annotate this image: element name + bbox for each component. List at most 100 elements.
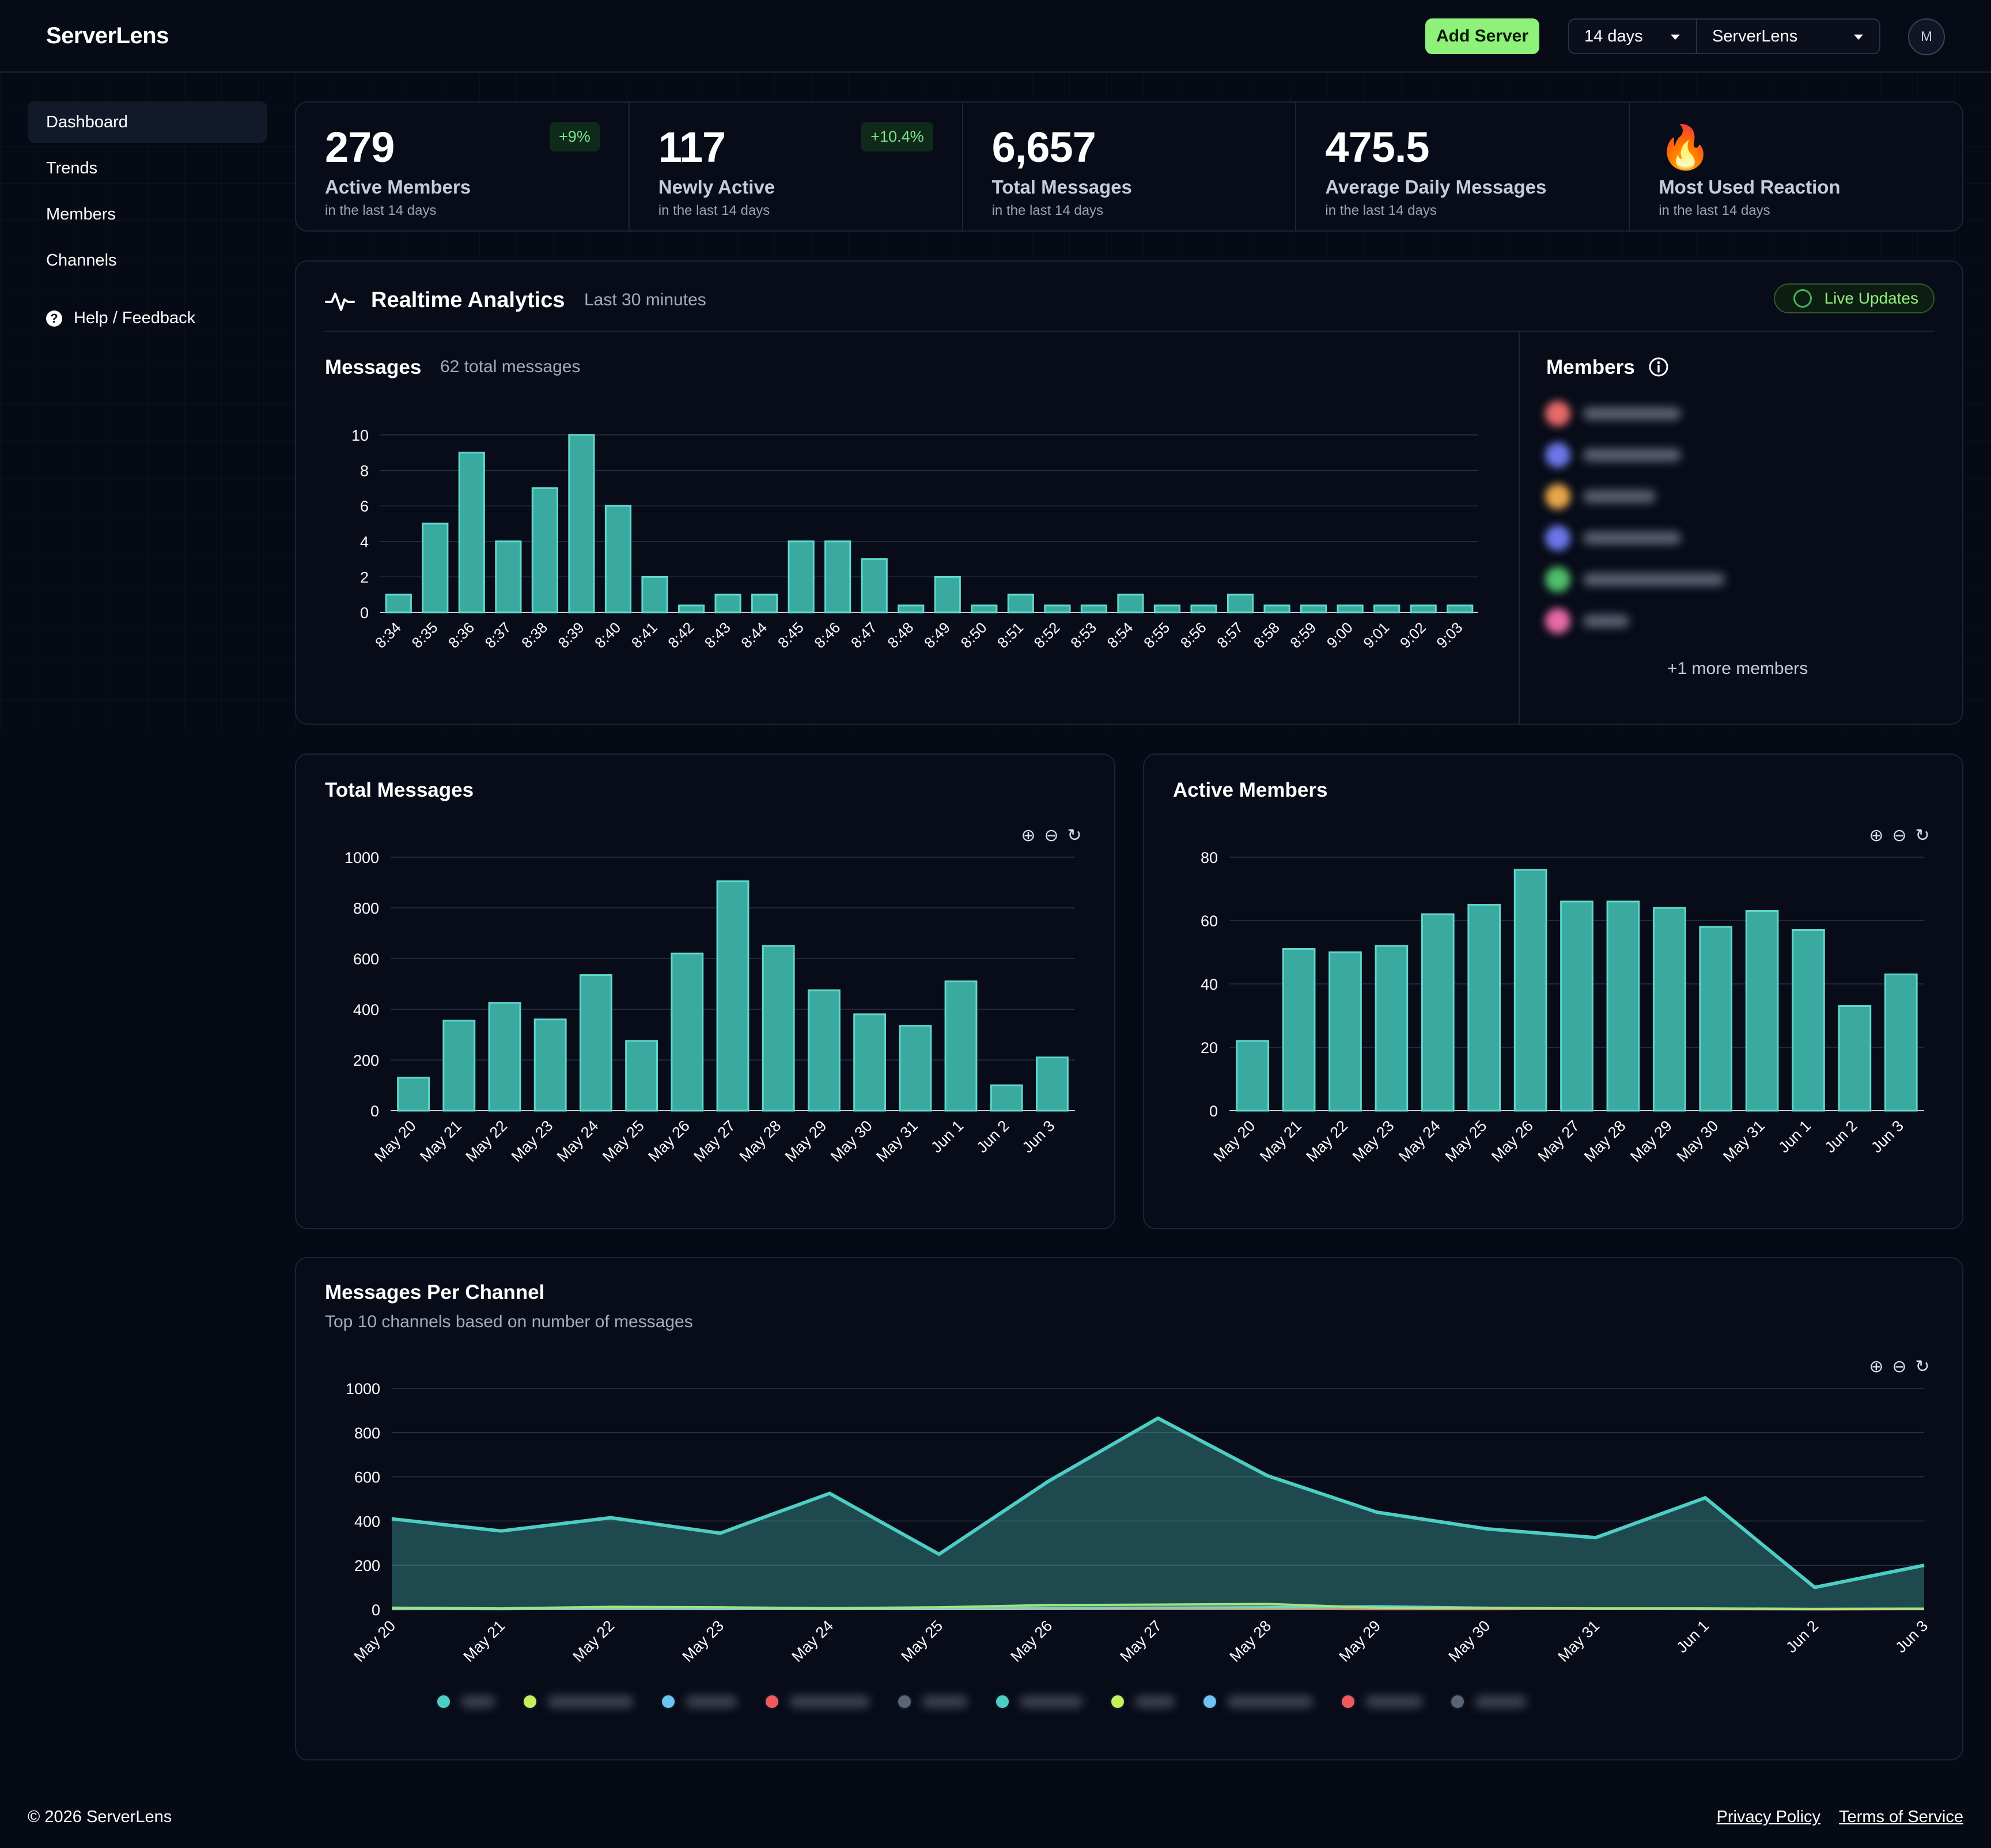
x-tick-label: 9:01 [1360, 619, 1392, 652]
x-tick-label: Jun 2 [1822, 1117, 1861, 1156]
legend-item[interactable] [522, 1694, 634, 1710]
legend-item[interactable] [1202, 1694, 1314, 1710]
stat-change-badge: +9% [550, 122, 600, 152]
legend-item[interactable] [896, 1694, 968, 1710]
series-area [392, 1418, 1924, 1610]
range-select[interactable]: 14 days [1569, 20, 1697, 53]
member-name-redacted [1583, 407, 1681, 420]
bar [898, 604, 925, 614]
legend-label-redacted [789, 1695, 870, 1708]
legend-swatch [522, 1694, 538, 1710]
x-tick-label: May 22 [569, 1617, 618, 1665]
reset-zoom-icon[interactable]: ↻ [1915, 826, 1930, 845]
reset-zoom-icon[interactable]: ↻ [1067, 826, 1082, 845]
info-icon[interactable] [1648, 356, 1670, 378]
x-tick-label: 8:44 [737, 619, 770, 652]
legend-item[interactable] [1340, 1694, 1423, 1710]
x-tick-label: Jun 3 [1868, 1117, 1907, 1156]
bar [1652, 907, 1686, 1112]
more-members-link[interactable]: +1 more members [1667, 659, 1808, 678]
x-tick-label: 8:56 [1177, 619, 1210, 652]
bar [1375, 945, 1409, 1112]
bar [1227, 593, 1254, 614]
legend-item[interactable] [660, 1694, 737, 1710]
legend-label-redacted [1135, 1695, 1175, 1708]
bar [1699, 926, 1733, 1112]
y-tick-label: 10 [351, 427, 369, 444]
sidebar-item-channels[interactable]: Channels [46, 251, 117, 270]
reset-zoom-icon[interactable]: ↻ [1915, 1357, 1930, 1376]
stat-value: 117 [658, 123, 726, 171]
x-tick-label: 8:55 [1140, 619, 1173, 652]
members-title: Members [1546, 356, 1635, 378]
list-item[interactable] [1545, 442, 1681, 468]
legend-swatch [994, 1694, 1010, 1710]
x-tick-label: Jun 1 [928, 1117, 967, 1156]
sidebar-item-dashboard[interactable]: Dashboard [28, 101, 267, 143]
y-tick-label: 20 [1201, 1039, 1218, 1056]
bar [1044, 604, 1071, 614]
bar [714, 593, 741, 614]
bar [1745, 910, 1779, 1112]
y-tick-label: 800 [354, 1425, 380, 1442]
zoom-out-icon[interactable]: ⊖ [1892, 826, 1907, 845]
list-item[interactable] [1545, 608, 1629, 634]
brand-logo[interactable]: ServerLens [46, 23, 169, 48]
bar [1300, 604, 1327, 614]
x-tick-label: 8:48 [884, 619, 917, 652]
list-item[interactable] [1545, 484, 1656, 509]
zoom-out-icon[interactable]: ⊖ [1892, 1357, 1907, 1376]
legend-item[interactable] [764, 1694, 870, 1710]
sidebar-item-trends[interactable]: Trends [46, 158, 98, 177]
avatar [1545, 567, 1570, 592]
member-name-redacted [1583, 532, 1681, 544]
bar [1236, 1040, 1270, 1112]
x-tick-label: 8:45 [774, 619, 807, 652]
legend-item[interactable] [1449, 1694, 1527, 1710]
x-tick-label: Jun 3 [1019, 1117, 1058, 1156]
series-line [391, 1603, 1925, 1610]
legend-item[interactable] [436, 1694, 495, 1710]
member-name-redacted [1583, 490, 1656, 503]
help-feedback-label: Help / Feedback [74, 309, 196, 327]
x-tick-label: May 23 [679, 1617, 727, 1665]
chart-controls: ⊕ ⊖ ↻ [1868, 827, 1931, 845]
help-feedback-link[interactable]: ? Help / Feedback [46, 309, 195, 328]
bar [899, 1025, 932, 1112]
avatar [1545, 442, 1570, 468]
live-updates-toggle[interactable]: Live Updates [1773, 283, 1935, 313]
bar [1373, 604, 1400, 614]
x-tick-label: May 31 [1554, 1617, 1603, 1665]
legend-item[interactable] [1110, 1694, 1175, 1710]
server-select-value: ServerLens [1712, 26, 1798, 46]
list-item[interactable] [1545, 567, 1725, 592]
server-select[interactable]: ServerLens [1697, 20, 1879, 53]
add-server-button[interactable]: Add Server [1425, 18, 1539, 54]
zoom-in-icon[interactable]: ⊕ [1869, 1357, 1884, 1376]
x-tick-label: 8:38 [518, 619, 551, 652]
bar [934, 575, 961, 614]
list-item[interactable] [1545, 525, 1681, 551]
x-tick-label: Jun 2 [974, 1117, 1013, 1156]
legend-swatch [1202, 1694, 1218, 1710]
bar [1421, 913, 1455, 1112]
legend-item[interactable] [994, 1694, 1083, 1710]
legend-label-redacted [1365, 1695, 1423, 1708]
user-avatar[interactable]: M [1908, 18, 1945, 55]
zoom-out-icon[interactable]: ⊖ [1044, 826, 1059, 845]
realtime-title: Realtime Analytics [371, 288, 565, 312]
x-tick-label: May 21 [460, 1617, 508, 1665]
zoom-in-icon[interactable]: ⊕ [1869, 826, 1884, 845]
privacy-policy-link[interactable]: Privacy Policy [1716, 1808, 1821, 1826]
x-tick-label: Jun 1 [1775, 1117, 1814, 1156]
terms-of-service-link[interactable]: Terms of Service [1839, 1808, 1963, 1826]
list-item[interactable] [1545, 401, 1681, 426]
stat-label: Most Used Reaction [1659, 176, 1841, 198]
legend-swatch [1449, 1694, 1466, 1710]
zoom-in-icon[interactable]: ⊕ [1021, 826, 1036, 845]
x-tick-label: 9:02 [1396, 619, 1429, 652]
stat-active-members: 279 Active Members in the last 14 days +… [296, 103, 630, 230]
x-tick-label: 8:41 [628, 619, 661, 652]
sidebar-item-members[interactable]: Members [46, 205, 116, 224]
bar [1007, 593, 1034, 614]
